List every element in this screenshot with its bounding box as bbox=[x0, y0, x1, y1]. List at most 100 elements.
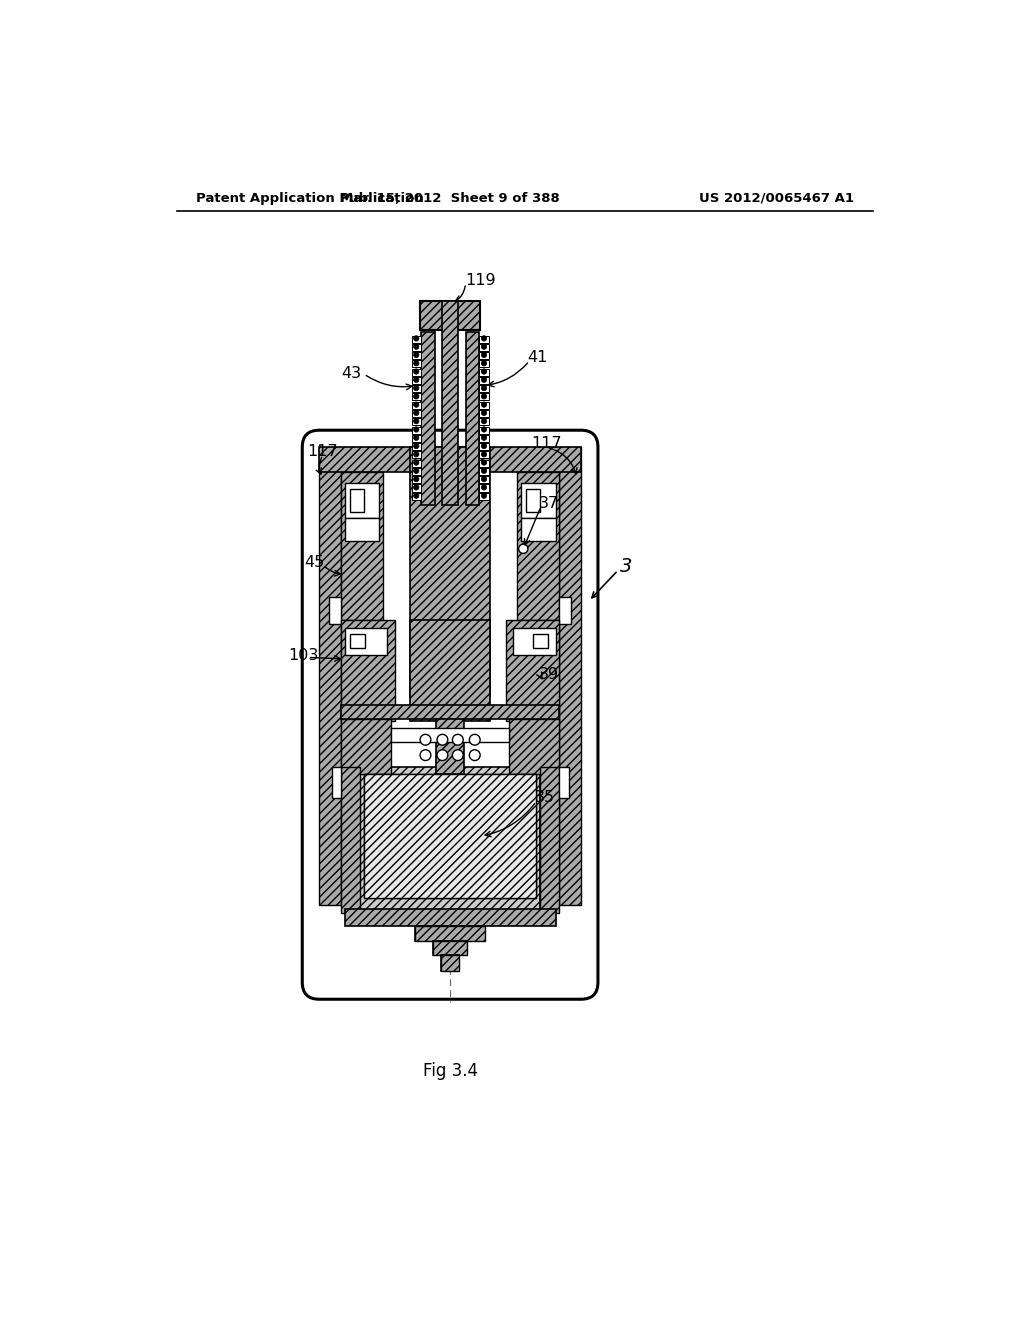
Circle shape bbox=[420, 734, 431, 744]
Text: 3: 3 bbox=[620, 557, 632, 576]
Text: Mar. 15, 2012  Sheet 9 of 388: Mar. 15, 2012 Sheet 9 of 388 bbox=[340, 191, 560, 205]
Circle shape bbox=[414, 418, 419, 424]
Bar bbox=[412, 411, 421, 417]
Text: 117: 117 bbox=[307, 444, 338, 458]
Bar bbox=[410, 447, 490, 697]
Bar bbox=[412, 418, 421, 425]
Circle shape bbox=[453, 734, 463, 744]
Circle shape bbox=[414, 335, 419, 341]
Bar bbox=[412, 426, 421, 433]
Bar bbox=[341, 620, 394, 721]
Circle shape bbox=[481, 469, 486, 474]
Bar bbox=[479, 451, 488, 458]
Bar bbox=[412, 451, 421, 458]
Bar bbox=[479, 360, 488, 367]
Bar bbox=[466, 331, 479, 506]
Bar bbox=[526, 488, 541, 512]
Circle shape bbox=[414, 492, 419, 499]
Circle shape bbox=[481, 335, 486, 341]
Circle shape bbox=[481, 418, 486, 424]
Bar bbox=[479, 418, 488, 425]
Bar bbox=[479, 469, 488, 475]
Bar bbox=[350, 488, 364, 512]
Bar bbox=[433, 941, 467, 956]
Text: 39: 39 bbox=[539, 667, 559, 682]
Bar bbox=[391, 729, 509, 742]
Text: Patent Application Publication: Patent Application Publication bbox=[196, 191, 424, 205]
Text: 117: 117 bbox=[531, 436, 561, 451]
Bar bbox=[521, 517, 556, 541]
Circle shape bbox=[518, 544, 528, 553]
Circle shape bbox=[481, 385, 486, 391]
Bar bbox=[332, 767, 341, 797]
Circle shape bbox=[414, 352, 419, 358]
Bar bbox=[416, 927, 484, 941]
Circle shape bbox=[453, 750, 463, 760]
Circle shape bbox=[481, 393, 486, 399]
Text: 45: 45 bbox=[304, 556, 324, 570]
Bar bbox=[345, 483, 379, 517]
Bar bbox=[479, 368, 488, 376]
Bar bbox=[319, 447, 341, 906]
Circle shape bbox=[414, 401, 419, 408]
Circle shape bbox=[481, 436, 486, 441]
Bar bbox=[341, 767, 360, 913]
Circle shape bbox=[414, 368, 419, 374]
Bar bbox=[479, 484, 488, 491]
Bar bbox=[412, 469, 421, 475]
Circle shape bbox=[481, 360, 486, 366]
Bar bbox=[442, 301, 458, 506]
Bar bbox=[345, 628, 387, 655]
Bar bbox=[412, 335, 421, 342]
Bar bbox=[412, 352, 421, 359]
Bar bbox=[479, 477, 488, 483]
Circle shape bbox=[437, 750, 447, 760]
Bar bbox=[479, 378, 488, 384]
Text: 35: 35 bbox=[535, 789, 555, 805]
Bar bbox=[412, 360, 421, 367]
Bar bbox=[479, 411, 488, 417]
Circle shape bbox=[481, 352, 486, 358]
Bar bbox=[412, 401, 421, 409]
Bar bbox=[559, 447, 581, 906]
Circle shape bbox=[414, 459, 419, 465]
Bar bbox=[330, 597, 341, 624]
Circle shape bbox=[481, 484, 486, 490]
Bar bbox=[364, 775, 537, 898]
Bar bbox=[509, 719, 559, 775]
Bar bbox=[479, 426, 488, 433]
Bar bbox=[479, 434, 488, 442]
Circle shape bbox=[469, 734, 480, 744]
Bar bbox=[350, 635, 366, 648]
FancyBboxPatch shape bbox=[302, 430, 598, 999]
Bar bbox=[345, 909, 556, 927]
Circle shape bbox=[414, 477, 419, 482]
Circle shape bbox=[414, 451, 419, 457]
Bar bbox=[479, 343, 488, 351]
Bar bbox=[479, 401, 488, 409]
Circle shape bbox=[414, 345, 419, 350]
Bar bbox=[416, 927, 484, 941]
Circle shape bbox=[414, 411, 419, 416]
Bar bbox=[341, 471, 383, 620]
Bar bbox=[412, 459, 421, 467]
Circle shape bbox=[414, 484, 419, 490]
Bar bbox=[441, 956, 460, 970]
Bar bbox=[479, 444, 488, 450]
Bar bbox=[506, 620, 559, 721]
Bar bbox=[412, 393, 421, 400]
Bar bbox=[441, 956, 460, 970]
Circle shape bbox=[481, 368, 486, 374]
Text: 41: 41 bbox=[527, 350, 548, 364]
Circle shape bbox=[481, 378, 486, 383]
Circle shape bbox=[414, 436, 419, 441]
Bar bbox=[433, 941, 467, 956]
Bar bbox=[410, 620, 490, 721]
Bar bbox=[559, 597, 571, 624]
Bar bbox=[319, 447, 581, 471]
Bar bbox=[412, 378, 421, 384]
Bar bbox=[479, 385, 488, 392]
Bar bbox=[517, 471, 559, 620]
Bar bbox=[532, 635, 548, 648]
Bar bbox=[421, 331, 435, 506]
